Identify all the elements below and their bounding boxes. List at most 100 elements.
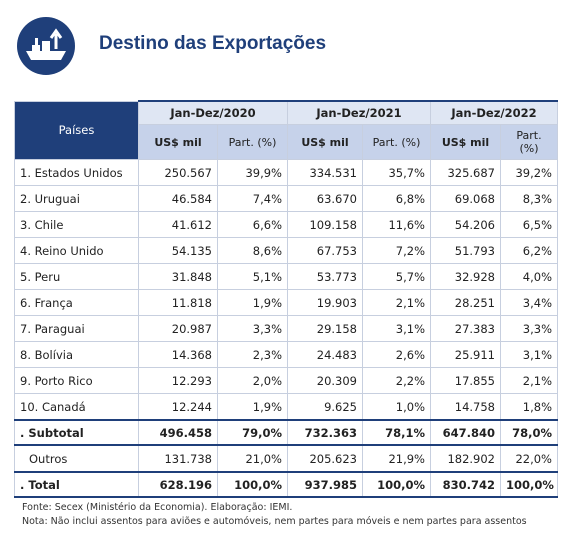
cell: 4,0% [500, 263, 558, 290]
cell: 7,4% [217, 185, 288, 212]
cell: 1,9% [217, 289, 288, 316]
table-row: . Total 628.196 100,0% 937.985 100,0% 830.742… [14, 471, 558, 498]
subheader: US$ mil [430, 124, 501, 160]
country: 7. Paraguai [14, 315, 139, 342]
country: 1. Estados Unidos [14, 159, 139, 186]
table-row: 10. Canadá 12.244 1,9% 9.625 1,0% 14.758 1,8% [14, 393, 558, 421]
table-row: 8. Bolívia 14.368 2,3% 24.483 2,6% 25.911 3,1% [14, 341, 558, 368]
cell: 2,1% [500, 367, 558, 394]
table-row: 7. Paraguai 20.987 3,3% 29.158 3,1% 27.383 3,3… [14, 315, 558, 342]
cell: 78,0% [500, 419, 558, 446]
cell: 2,3% [217, 341, 288, 368]
cell: 20.309 [287, 367, 363, 394]
cell: 35,7% [362, 159, 431, 186]
table-row: Outros 131.738 21,0% 205.623 21,9% 182.902 22,… [14, 444, 558, 473]
country: 5. Peru [14, 263, 139, 290]
cell: 19.903 [287, 289, 363, 316]
cell: 67.753 [287, 237, 363, 264]
subheader: US$ mil [287, 124, 363, 160]
cell: 100,0% [362, 471, 431, 498]
country: . Subtotal [14, 419, 139, 446]
table-row: 2. Uruguai 46.584 7,4% 63.670 6,8% 69.068 8,3% [14, 185, 558, 212]
cell: 8,3% [500, 185, 558, 212]
subheader: Part. (%) [362, 124, 431, 160]
cell: 496.458 [138, 419, 218, 446]
period-header: Jan-Dez/2020 [138, 100, 288, 125]
cell: 2,1% [362, 289, 431, 316]
cell: 3,3% [500, 315, 558, 342]
table-row: . Subtotal 496.458 79,0% 732.363 78,1% 647.84… [14, 419, 558, 446]
cell: 6,5% [500, 211, 558, 238]
cell: 9.625 [287, 393, 363, 421]
cell: 7,2% [362, 237, 431, 264]
subheader: Part. (%) [500, 124, 558, 160]
cell: 12.293 [138, 367, 218, 394]
cell: 6,8% [362, 185, 431, 212]
cell: 39,2% [500, 159, 558, 186]
cell: 12.244 [138, 393, 218, 421]
cell: 5,7% [362, 263, 431, 290]
country: Outros [14, 444, 139, 473]
cell: 79,0% [217, 419, 288, 446]
cell: 100,0% [500, 471, 558, 498]
cell: 69.068 [430, 185, 501, 212]
corner-header: Países [14, 100, 139, 160]
subheader: Part. (%) [217, 124, 288, 160]
country: . Total [14, 471, 139, 498]
cell: 937.985 [287, 471, 363, 498]
cell: 29.158 [287, 315, 363, 342]
footnote: Nota: Não inclui assentos para aviões e … [22, 516, 527, 527]
cell: 78,1% [362, 419, 431, 446]
period-header: Jan-Dez/2021 [287, 100, 431, 125]
cell: 24.483 [287, 341, 363, 368]
cell: 41.612 [138, 211, 218, 238]
cell: 27.383 [430, 315, 501, 342]
export-icon [17, 17, 75, 75]
period-header: Jan-Dez/2022 [430, 100, 558, 125]
cell: 100,0% [217, 471, 288, 498]
country: 6. França [14, 289, 139, 316]
source-note: Fonte: Secex (Ministério da Economia). E… [22, 502, 293, 513]
table-row: 3. Chile 41.612 6,6% 109.158 11,6% 54.206 6,5% [14, 211, 558, 238]
cell: 3,1% [500, 341, 558, 368]
cell: 647.840 [430, 419, 501, 446]
exports-table: Países Jan-Dez/2020 Jan-Dez/2021 Jan-Dez… [14, 100, 558, 498]
cell: 25.911 [430, 341, 501, 368]
cell: 22,0% [500, 444, 558, 473]
table-row: 9. Porto Rico 12.293 2,0% 20.309 2,2% 17.855 2… [14, 367, 558, 394]
cell: 14.368 [138, 341, 218, 368]
cell: 1,0% [362, 393, 431, 421]
cell: 51.793 [430, 237, 501, 264]
country: 8. Bolívia [14, 341, 139, 368]
table-row: 1. Estados Unidos 250.567 39,9% 334.531 35,7… [14, 159, 558, 186]
cell: 3,4% [500, 289, 558, 316]
cell: 109.158 [287, 211, 363, 238]
cell: 14.758 [430, 393, 501, 421]
cell: 32.928 [430, 263, 501, 290]
cell: 830.742 [430, 471, 501, 498]
cell: 131.738 [138, 444, 218, 473]
page-title: Destino das Exportações [99, 33, 327, 54]
cell: 31.848 [138, 263, 218, 290]
cell: 28.251 [430, 289, 501, 316]
country: 2. Uruguai [14, 185, 139, 212]
country: 4. Reino Unido [14, 237, 139, 264]
cell: 334.531 [287, 159, 363, 186]
cell: 325.687 [430, 159, 501, 186]
cell: 1,9% [217, 393, 288, 421]
country: 9. Porto Rico [14, 367, 139, 394]
cell: 3,3% [217, 315, 288, 342]
cell: 17.855 [430, 367, 501, 394]
cell: 54.135 [138, 237, 218, 264]
table-row: 4. Reino Unido 54.135 8,6% 67.753 7,2% 51.793… [14, 237, 558, 264]
cell: 628.196 [138, 471, 218, 498]
cell: 250.567 [138, 159, 218, 186]
cell: 3,1% [362, 315, 431, 342]
cell: 182.902 [430, 444, 501, 473]
cell: 732.363 [287, 419, 363, 446]
cell: 5,1% [217, 263, 288, 290]
country: 10. Canadá [14, 393, 139, 421]
cell: 6,2% [500, 237, 558, 264]
cell: 39,9% [217, 159, 288, 186]
